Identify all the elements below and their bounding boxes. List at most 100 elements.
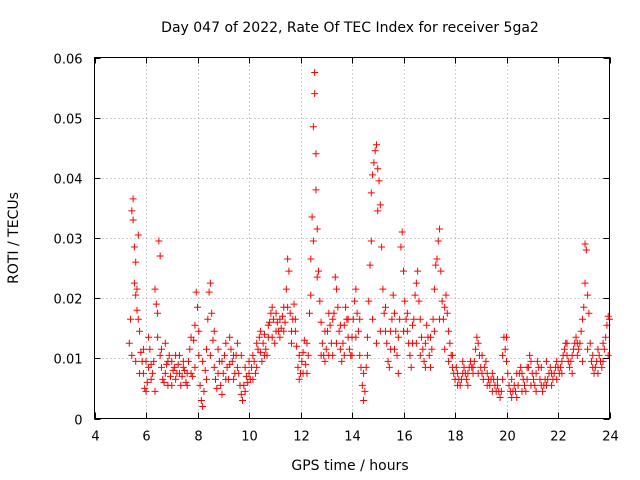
data-point <box>345 345 353 353</box>
data-point <box>388 315 396 323</box>
data-point <box>237 390 245 398</box>
data-point <box>488 387 496 395</box>
data-point <box>312 150 320 158</box>
data-point <box>379 285 387 293</box>
data-point <box>496 393 504 401</box>
data-point <box>370 159 378 167</box>
data-point <box>361 387 369 395</box>
data-point <box>383 339 391 347</box>
x-tick-label: 24 <box>602 430 619 445</box>
data-point <box>169 366 177 374</box>
data-point <box>204 315 212 323</box>
data-point <box>210 327 218 335</box>
data-point <box>165 351 173 359</box>
data-point <box>436 315 444 323</box>
x-tick-label: 20 <box>499 430 516 445</box>
data-point <box>282 285 290 293</box>
data-point <box>196 381 204 389</box>
data-point <box>454 381 462 389</box>
data-point <box>568 369 576 377</box>
data-point <box>194 303 201 311</box>
data-point <box>157 345 165 353</box>
data-point <box>309 237 317 245</box>
data-point <box>187 369 195 377</box>
data-point <box>415 297 423 305</box>
data-point <box>482 357 490 365</box>
data-point <box>311 69 319 77</box>
data-point <box>572 333 580 341</box>
x-tick-label: 14 <box>344 430 361 445</box>
data-point <box>233 339 241 347</box>
data-point <box>257 327 265 335</box>
data-point <box>295 351 303 359</box>
data-point <box>470 357 478 365</box>
data-point <box>266 318 274 326</box>
data-point <box>375 177 383 185</box>
data-point <box>280 327 288 335</box>
data-point <box>133 285 141 293</box>
data-point <box>463 375 471 383</box>
data-point <box>164 381 172 389</box>
data-point <box>390 309 398 317</box>
grid-lines <box>94 57 610 419</box>
data-point <box>446 339 454 347</box>
data-point <box>217 381 225 389</box>
data-point <box>249 375 257 383</box>
data-point <box>269 315 277 323</box>
data-point <box>130 279 138 287</box>
data-point <box>578 315 586 323</box>
data-point <box>179 363 187 371</box>
data-point <box>527 381 535 389</box>
data-point <box>303 339 311 347</box>
data-point <box>443 309 451 317</box>
data-point <box>437 267 445 275</box>
data-point <box>260 330 268 338</box>
data-point <box>222 375 230 383</box>
data-point <box>567 357 575 365</box>
data-point <box>575 345 583 353</box>
x-tick-label: 4 <box>91 430 99 445</box>
data-point <box>558 369 566 377</box>
data-point <box>517 363 525 371</box>
data-point <box>221 351 229 359</box>
data-point <box>203 345 211 353</box>
data-point <box>432 261 440 269</box>
data-point <box>412 279 420 287</box>
y-axis-label: ROTI / TECUs <box>6 192 22 284</box>
data-point <box>291 315 299 323</box>
data-point <box>436 225 444 233</box>
data-point <box>403 309 411 317</box>
data-point <box>333 285 341 293</box>
data-point <box>313 225 321 233</box>
data-point <box>526 351 534 359</box>
data-point <box>527 357 535 365</box>
data-point <box>276 333 284 341</box>
y-tick-labels: 0 0.01 0.02 0.03 0.04 0.05 0.06 <box>54 53 83 429</box>
data-point <box>330 309 338 317</box>
data-point <box>394 369 402 377</box>
data-point <box>406 351 414 359</box>
data-point <box>172 375 180 383</box>
data-point <box>249 351 257 359</box>
data-point <box>430 285 438 293</box>
data-point <box>286 309 294 317</box>
data-point <box>188 372 196 380</box>
data-point <box>322 345 330 353</box>
data-point <box>230 351 238 359</box>
data-point <box>589 351 597 359</box>
data-point <box>360 369 368 377</box>
data-point <box>128 351 136 359</box>
data-point <box>308 213 316 221</box>
data-point <box>146 345 154 353</box>
data-point <box>218 390 226 398</box>
data-point <box>376 327 384 335</box>
data-point <box>374 165 382 173</box>
data-point <box>199 357 207 365</box>
data-point <box>433 255 441 263</box>
data-point <box>582 246 590 254</box>
data-point <box>306 309 314 317</box>
data-point <box>441 345 449 353</box>
data-point <box>132 291 140 299</box>
data-point <box>595 351 603 359</box>
